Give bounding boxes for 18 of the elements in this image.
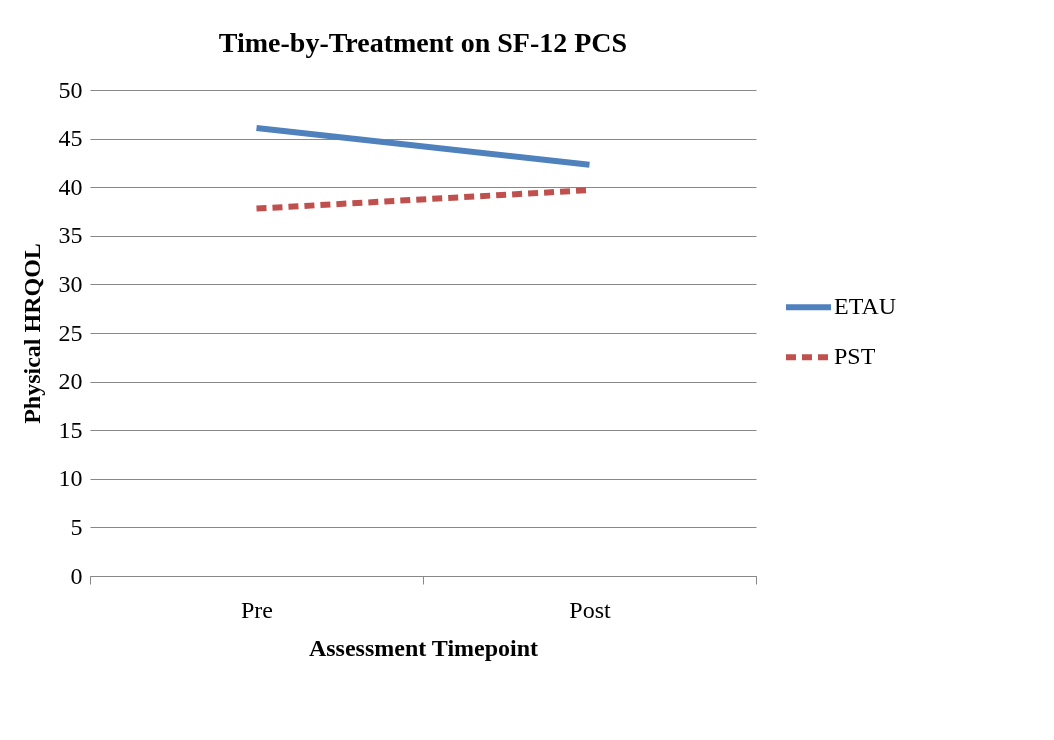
y-tick-label: 15 <box>58 416 83 443</box>
y-tick-label: 25 <box>58 319 83 346</box>
chart-title: Time-by-Treatment on SF-12 PCS <box>218 27 628 58</box>
legend-label: PST <box>834 343 876 370</box>
y-tick-label: 35 <box>58 222 83 249</box>
x-axis-title: Assessment Timepoint <box>308 634 539 661</box>
y-axis-title: Physical HRQOL <box>18 243 45 424</box>
legend-label: ETAU <box>834 293 897 320</box>
y-tick-label: 10 <box>58 465 83 492</box>
x-tick-label: Pre <box>241 596 273 623</box>
y-tick-label: 50 <box>58 76 83 103</box>
y-tick-label: 45 <box>58 125 83 152</box>
y-tick-label: 0 <box>70 562 83 589</box>
y-tick-label: 20 <box>58 368 83 395</box>
y-tick-label: 40 <box>58 173 83 200</box>
y-tick-label: 30 <box>58 270 83 297</box>
x-tick-label: Post <box>569 596 612 623</box>
y-tick-label: 5 <box>70 513 83 540</box>
